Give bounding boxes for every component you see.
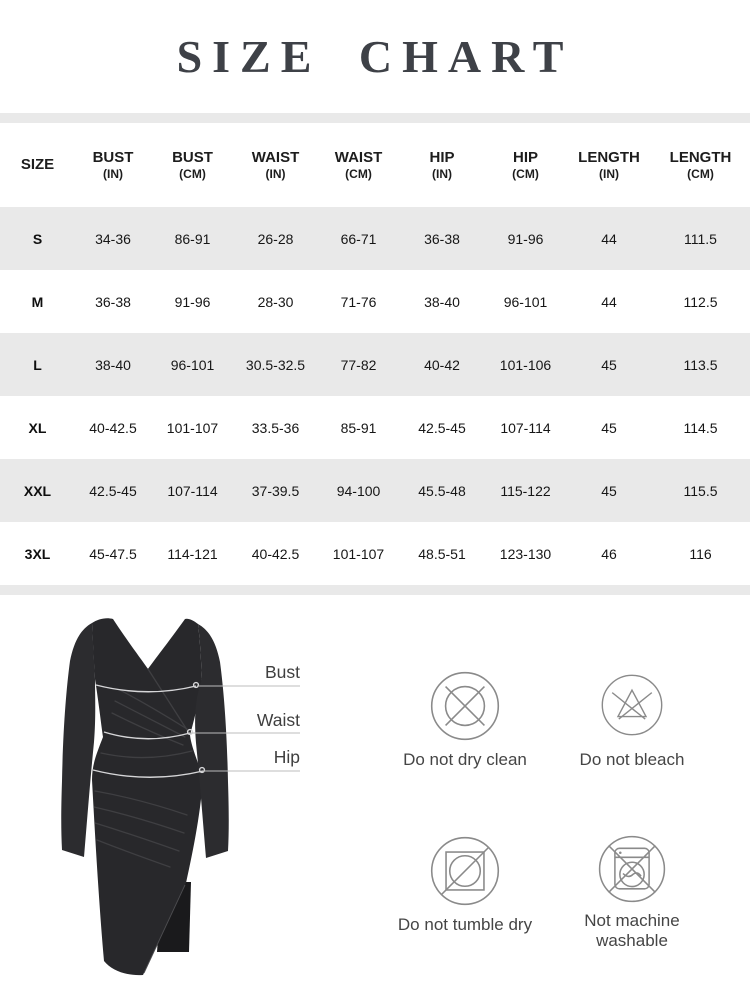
size-table: SIZE BUST (IN) BUST (CM) WAIST (IN) WAIST (C…: [0, 123, 750, 585]
measurement-cell: 101-107: [332, 545, 385, 562]
measurement-cell: 36-38: [95, 293, 131, 310]
measurement-cell: 115.5: [683, 482, 718, 499]
measurement-cell: 86-91: [174, 230, 211, 247]
column-header-size: SIZE: [0, 123, 75, 207]
measurement-cell: 46: [601, 545, 617, 562]
size-cell: XXL: [23, 482, 52, 499]
measurement-cell: 111.5: [684, 230, 717, 247]
measurement-cell: 112.5: [683, 293, 718, 310]
table-row-xl: XL 40-42.5 101-107 33.5-36 85-91 42.5-45…: [0, 396, 750, 459]
measurement-cell: 33.5-36: [251, 419, 300, 436]
column-header-bust-cm: BUST (CM): [151, 123, 234, 207]
measure-label-waist: Waist: [256, 710, 300, 730]
care-item-do-not-bleach: Do not bleach: [547, 672, 717, 770]
measurement-cell: 66-71: [340, 230, 377, 247]
measurement-cell: 116: [689, 545, 712, 562]
measurement-cell: 34-36: [95, 230, 131, 247]
table-row-xxl: XXL 42.5-45 107-114 37-39.5 94-100 45.5-…: [0, 459, 750, 522]
care-label: Do not tumble dry: [397, 915, 533, 934]
column-header-length-in: LENGTH (IN): [567, 123, 651, 207]
size-cell: 3XL: [24, 545, 51, 562]
care-item-do-not-tumble-dry: Do not tumble dry: [380, 834, 550, 935]
measurement-cell: 45: [601, 482, 617, 499]
measurement-cell: 38-40: [95, 356, 131, 373]
measurement-cell: 91-96: [507, 230, 544, 247]
page-title: SIZE CHART: [176, 31, 574, 82]
table-row-s: S 34-36 86-91 26-28 66-71 36-38 91-96 44…: [0, 207, 750, 270]
measurement-cell: 45.5-48: [418, 482, 466, 499]
size-cell: XL: [28, 419, 47, 436]
column-header-hip-in: HIP (IN): [400, 123, 484, 207]
measurement-cell: 36-38: [424, 230, 460, 247]
care-instructions: Do not dry clean Do not bleach: [380, 595, 750, 1000]
dress-figure: Bust Waist Hip: [0, 595, 380, 1000]
measure-label-bust: Bust: [264, 662, 300, 682]
measurement-cell: 107-114: [167, 482, 218, 499]
column-header-length-cm: LENGTH (CM): [651, 123, 750, 207]
care-item-do-not-dry-clean: Do not dry clean: [380, 669, 550, 770]
measurement-cell: 28-30: [257, 293, 294, 310]
measurement-cell: 45-47.5: [89, 545, 137, 562]
title-section: SIZE CHART: [0, 0, 750, 113]
care-item-not-machine-washable: Not machine washable: [547, 833, 717, 951]
table-row-m: M 36-38 91-96 28-30 71-76 38-40 96-101 4…: [0, 270, 750, 333]
measurement-cell: 40-42.5: [89, 419, 137, 436]
measurement-cell: 85-91: [340, 419, 377, 436]
measurement-cell: 107-114: [500, 419, 551, 436]
dress-illustration-icon: [61, 618, 300, 976]
measurement-cell: 91-96: [174, 293, 211, 310]
measurement-cell: 44: [601, 293, 617, 310]
measurement-cell: 115-122: [500, 482, 551, 499]
measurement-cell: 45: [601, 356, 617, 373]
care-label: Not machine washable: [584, 911, 680, 951]
measurement-cell: 114-121: [167, 545, 218, 562]
measurement-cell: 42.5-45: [89, 482, 137, 499]
divider-bottom: [0, 585, 750, 595]
size-cell: S: [32, 230, 43, 247]
measurement-cell: 26-28: [257, 230, 294, 247]
measurement-cell: 94-100: [336, 482, 381, 499]
measurement-cell: 114.5: [683, 419, 718, 436]
measurement-cell: 123-130: [499, 545, 552, 562]
measurement-cell: 30.5-32.5: [245, 356, 306, 373]
measurement-cell: 71-76: [340, 293, 377, 310]
column-header-waist-cm: WAIST (CM): [317, 123, 400, 207]
measurement-cell: 44: [601, 230, 617, 247]
measurement-cell: 45: [601, 419, 617, 436]
care-label: Do not bleach: [579, 750, 685, 769]
column-header-waist-in: WAIST (IN): [234, 123, 317, 207]
measurement-cell: 101-107: [166, 419, 219, 436]
do-not-bleach-icon: [601, 674, 663, 736]
measure-label-hip: Hip: [273, 747, 300, 767]
measurement-cell: 38-40: [424, 293, 460, 310]
measurement-cell: 48.5-51: [418, 545, 466, 562]
divider-top: [0, 113, 750, 123]
column-header-bust-in: BUST (IN): [75, 123, 151, 207]
bottom-section: Bust Waist Hip Do not dry clean: [0, 595, 750, 1000]
measurement-cell: 113.5: [683, 356, 718, 373]
care-label: Do not dry clean: [403, 750, 527, 769]
measurement-cell: 37-39.5: [251, 482, 300, 499]
header-row: SIZE BUST (IN) BUST (CM) WAIST (IN) WAIST (C…: [0, 123, 750, 207]
size-cell: L: [33, 356, 42, 373]
not-machine-washable-icon: [598, 835, 666, 903]
table-row-3xl: 3XL 45-47.5 114-121 40-42.5 101-107 48.5…: [0, 522, 750, 585]
measurement-cell: 40-42.5: [251, 545, 300, 562]
size-cell: M: [31, 293, 44, 310]
measurement-cell: 42.5-45: [418, 419, 466, 436]
column-header-hip-cm: HIP (CM): [484, 123, 567, 207]
do-not-dry-clean-icon: [430, 671, 500, 741]
measurement-cell: 96-101: [170, 356, 215, 373]
measurement-cell: 96-101: [503, 293, 548, 310]
do-not-tumble-dry-icon: [430, 836, 500, 906]
measurement-cell: 77-82: [340, 356, 377, 373]
measurement-cell: 101-106: [499, 356, 552, 373]
table-row-l: L 38-40 96-101 30.5-32.5 77-82 40-42 101…: [0, 333, 750, 396]
measurement-cell: 40-42: [424, 356, 460, 373]
